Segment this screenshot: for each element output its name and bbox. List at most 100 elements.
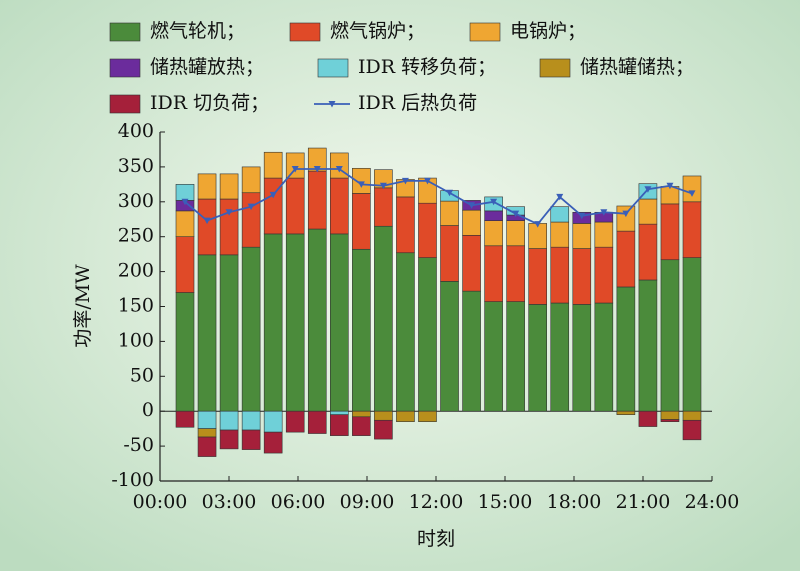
bar-segment [506, 301, 525, 412]
x-tick-label: 09:00 [340, 491, 395, 513]
bar-segment [594, 221, 614, 248]
line-marker [335, 165, 343, 173]
bar-segment [462, 235, 481, 292]
line-marker [578, 212, 586, 220]
y-tick-label: 100 [118, 329, 154, 351]
line-marker [666, 182, 674, 190]
bar-segment [594, 302, 614, 412]
bar-segment [307, 170, 327, 230]
bar-segment [396, 410, 415, 422]
bar-segment [307, 228, 327, 412]
legend-label: 电锅炉； [510, 20, 586, 42]
bar-segment [550, 246, 570, 304]
line-marker [181, 198, 189, 206]
bar-segment [263, 410, 283, 433]
bar-segment [175, 184, 195, 201]
y-tick-label: 150 [118, 295, 154, 317]
line-marker [247, 203, 255, 211]
legend-label: 储热罐储热； [580, 56, 694, 78]
x-axis-label: 时刻 [417, 528, 455, 550]
line-marker [622, 210, 630, 218]
bar-segment [352, 167, 371, 194]
line-marker [357, 181, 365, 188]
bar-segment [660, 203, 680, 261]
bar-segment [285, 233, 305, 412]
line-marker [423, 177, 431, 185]
bar-segment [550, 221, 570, 248]
x-tick-label: 00:00 [133, 491, 188, 513]
bar-segment [682, 175, 702, 203]
legend-swatch [109, 22, 141, 42]
legend-label: IDR 切负荷； [150, 92, 269, 114]
bar-segment [638, 279, 658, 412]
line-marker [512, 210, 520, 218]
bar-segment [682, 201, 702, 258]
bar-segment [374, 419, 393, 440]
bar-segment [572, 248, 592, 305]
legend-label: 储热罐放热； [150, 56, 264, 78]
y-tick-label: 400 [118, 120, 154, 142]
line-marker [688, 190, 696, 197]
bar-segment [484, 245, 503, 302]
bar-segment [374, 187, 393, 227]
bar-segment [484, 301, 503, 412]
line-marker [534, 221, 542, 228]
y-tick-label: -100 [111, 469, 154, 491]
bar-segment [285, 410, 305, 433]
bar-segment [682, 410, 702, 421]
bar-segment [352, 193, 371, 250]
bar-segment [241, 166, 261, 194]
x-tick-label: 12:00 [409, 491, 464, 513]
bar-segment [528, 304, 547, 412]
bar-segment [440, 200, 459, 226]
bar-segment [418, 410, 437, 422]
bar-segment [197, 198, 217, 256]
x-tick-label: 18:00 [547, 491, 602, 513]
bar-segment [528, 248, 547, 305]
bar-segment [175, 410, 195, 428]
y-tick-label: 200 [118, 260, 154, 282]
legend-label: 燃气轮机； [150, 20, 245, 42]
y-tick-label: 250 [118, 225, 154, 247]
bar-segment [241, 410, 261, 431]
x-tick-label: 15:00 [478, 491, 533, 513]
bar-segment [197, 436, 217, 457]
y-tick-label: 350 [118, 155, 154, 177]
line-marker [600, 209, 608, 216]
legend-swatch [289, 22, 321, 42]
bar-segment [506, 245, 525, 302]
bar-segment [285, 177, 305, 235]
bar-segment [197, 428, 217, 438]
bar-segment [197, 173, 217, 200]
line-marker [644, 186, 652, 193]
legend-label: IDR 转移负荷； [358, 56, 496, 78]
bar-segment [660, 259, 680, 412]
bar-segment [330, 410, 349, 415]
bar-segment [219, 198, 239, 256]
bar-segment [638, 223, 658, 281]
line-series [184, 168, 693, 226]
bar-segment [396, 252, 415, 412]
bar-segment [616, 410, 636, 415]
bar-segment [616, 205, 636, 232]
bar-segment [660, 410, 680, 420]
line-marker [225, 209, 233, 216]
legend-label: IDR 后热负荷 [358, 92, 477, 114]
bar-segment [572, 223, 592, 249]
line-marker [468, 202, 476, 209]
bar-segment [616, 230, 636, 288]
legend-swatch [317, 58, 349, 78]
y-tick-label: 0 [142, 399, 154, 421]
bar-segment [660, 419, 680, 422]
line-marker [269, 191, 277, 199]
line-marker [556, 193, 564, 201]
bar-segment [219, 254, 239, 412]
line-marker [446, 189, 454, 197]
bar-segment [572, 304, 592, 412]
bar-segment [484, 220, 503, 247]
line-marker [401, 177, 409, 185]
bar-segment [219, 410, 239, 431]
bar-segment [352, 410, 371, 418]
x-tick-label: 24:00 [685, 491, 740, 513]
y-tick-label: 50 [130, 364, 154, 386]
